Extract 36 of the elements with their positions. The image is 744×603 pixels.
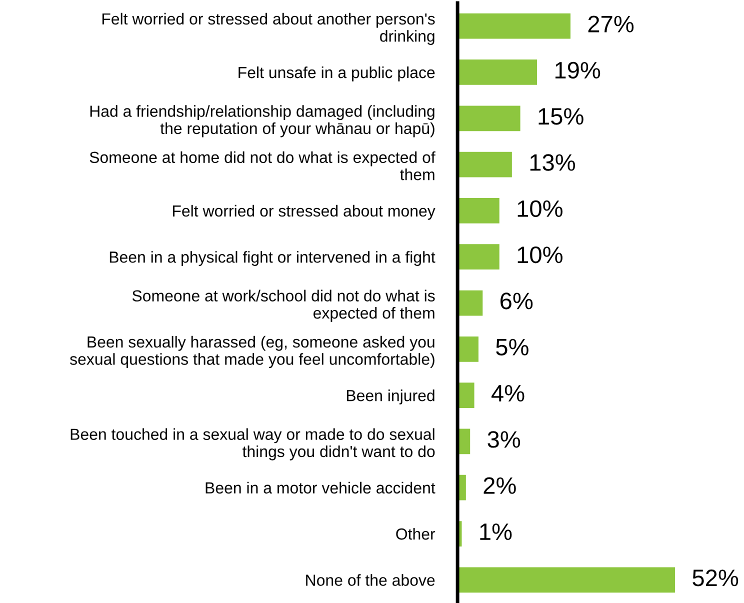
data-label: 52% — [692, 570, 738, 586]
y-tick-label: Other — [396, 528, 436, 540]
bar — [458, 244, 500, 270]
data-label: 19% — [555, 62, 600, 79]
bar — [458, 60, 538, 85]
y-tick-label: Been injured — [346, 390, 434, 404]
data-label: 10% — [518, 246, 562, 264]
y-tick-label: Someone at work/school did not do what is expected of them — [132, 290, 435, 322]
data-label: 13% — [530, 154, 576, 171]
y-tick-label: Been in a physical fight or intervened in a fight — [110, 251, 436, 266]
bar — [458, 198, 500, 224]
bar — [458, 382, 474, 408]
bar — [458, 567, 676, 593]
y-tick-label: Had a friendship/relationship damaged (including the reputation of your whānau or hapū) — [90, 105, 434, 138]
y-tick-label: Felt worried or stressed about another person's drinking — [102, 12, 435, 45]
bar — [458, 106, 520, 132]
data-label: 4% — [492, 385, 524, 402]
data-label: 5% — [496, 338, 528, 356]
data-label: 15% — [538, 108, 584, 125]
y-tick-label: Been touched in a sexual way or made to do sexual things you didn't want to do — [70, 428, 435, 460]
data-label: 6% — [500, 292, 533, 310]
y-tick-label: None of the above — [306, 574, 435, 586]
data-label: 27% — [588, 16, 634, 32]
data-label: 2% — [484, 477, 516, 494]
y-tick-label: Someone at home did not do what is expected of them — [90, 151, 436, 180]
y-tick-label: Felt worried or stressed about money — [173, 204, 436, 220]
data-label: 3% — [488, 431, 520, 448]
bar — [458, 152, 512, 178]
bar — [458, 290, 483, 316]
data-label: 1% — [480, 523, 512, 540]
y-tick-label: Been sexually harassed (eg, someone asked you sexual questions that made you feel uncomfortable) — [70, 336, 434, 368]
bar — [458, 336, 478, 362]
y-tick-label: Been in a motor vehicle accident — [206, 482, 436, 494]
bar — [458, 13, 570, 39]
y-tick-label: Felt unsafe in a public place — [238, 66, 435, 82]
data-label: 10% — [518, 200, 562, 218]
